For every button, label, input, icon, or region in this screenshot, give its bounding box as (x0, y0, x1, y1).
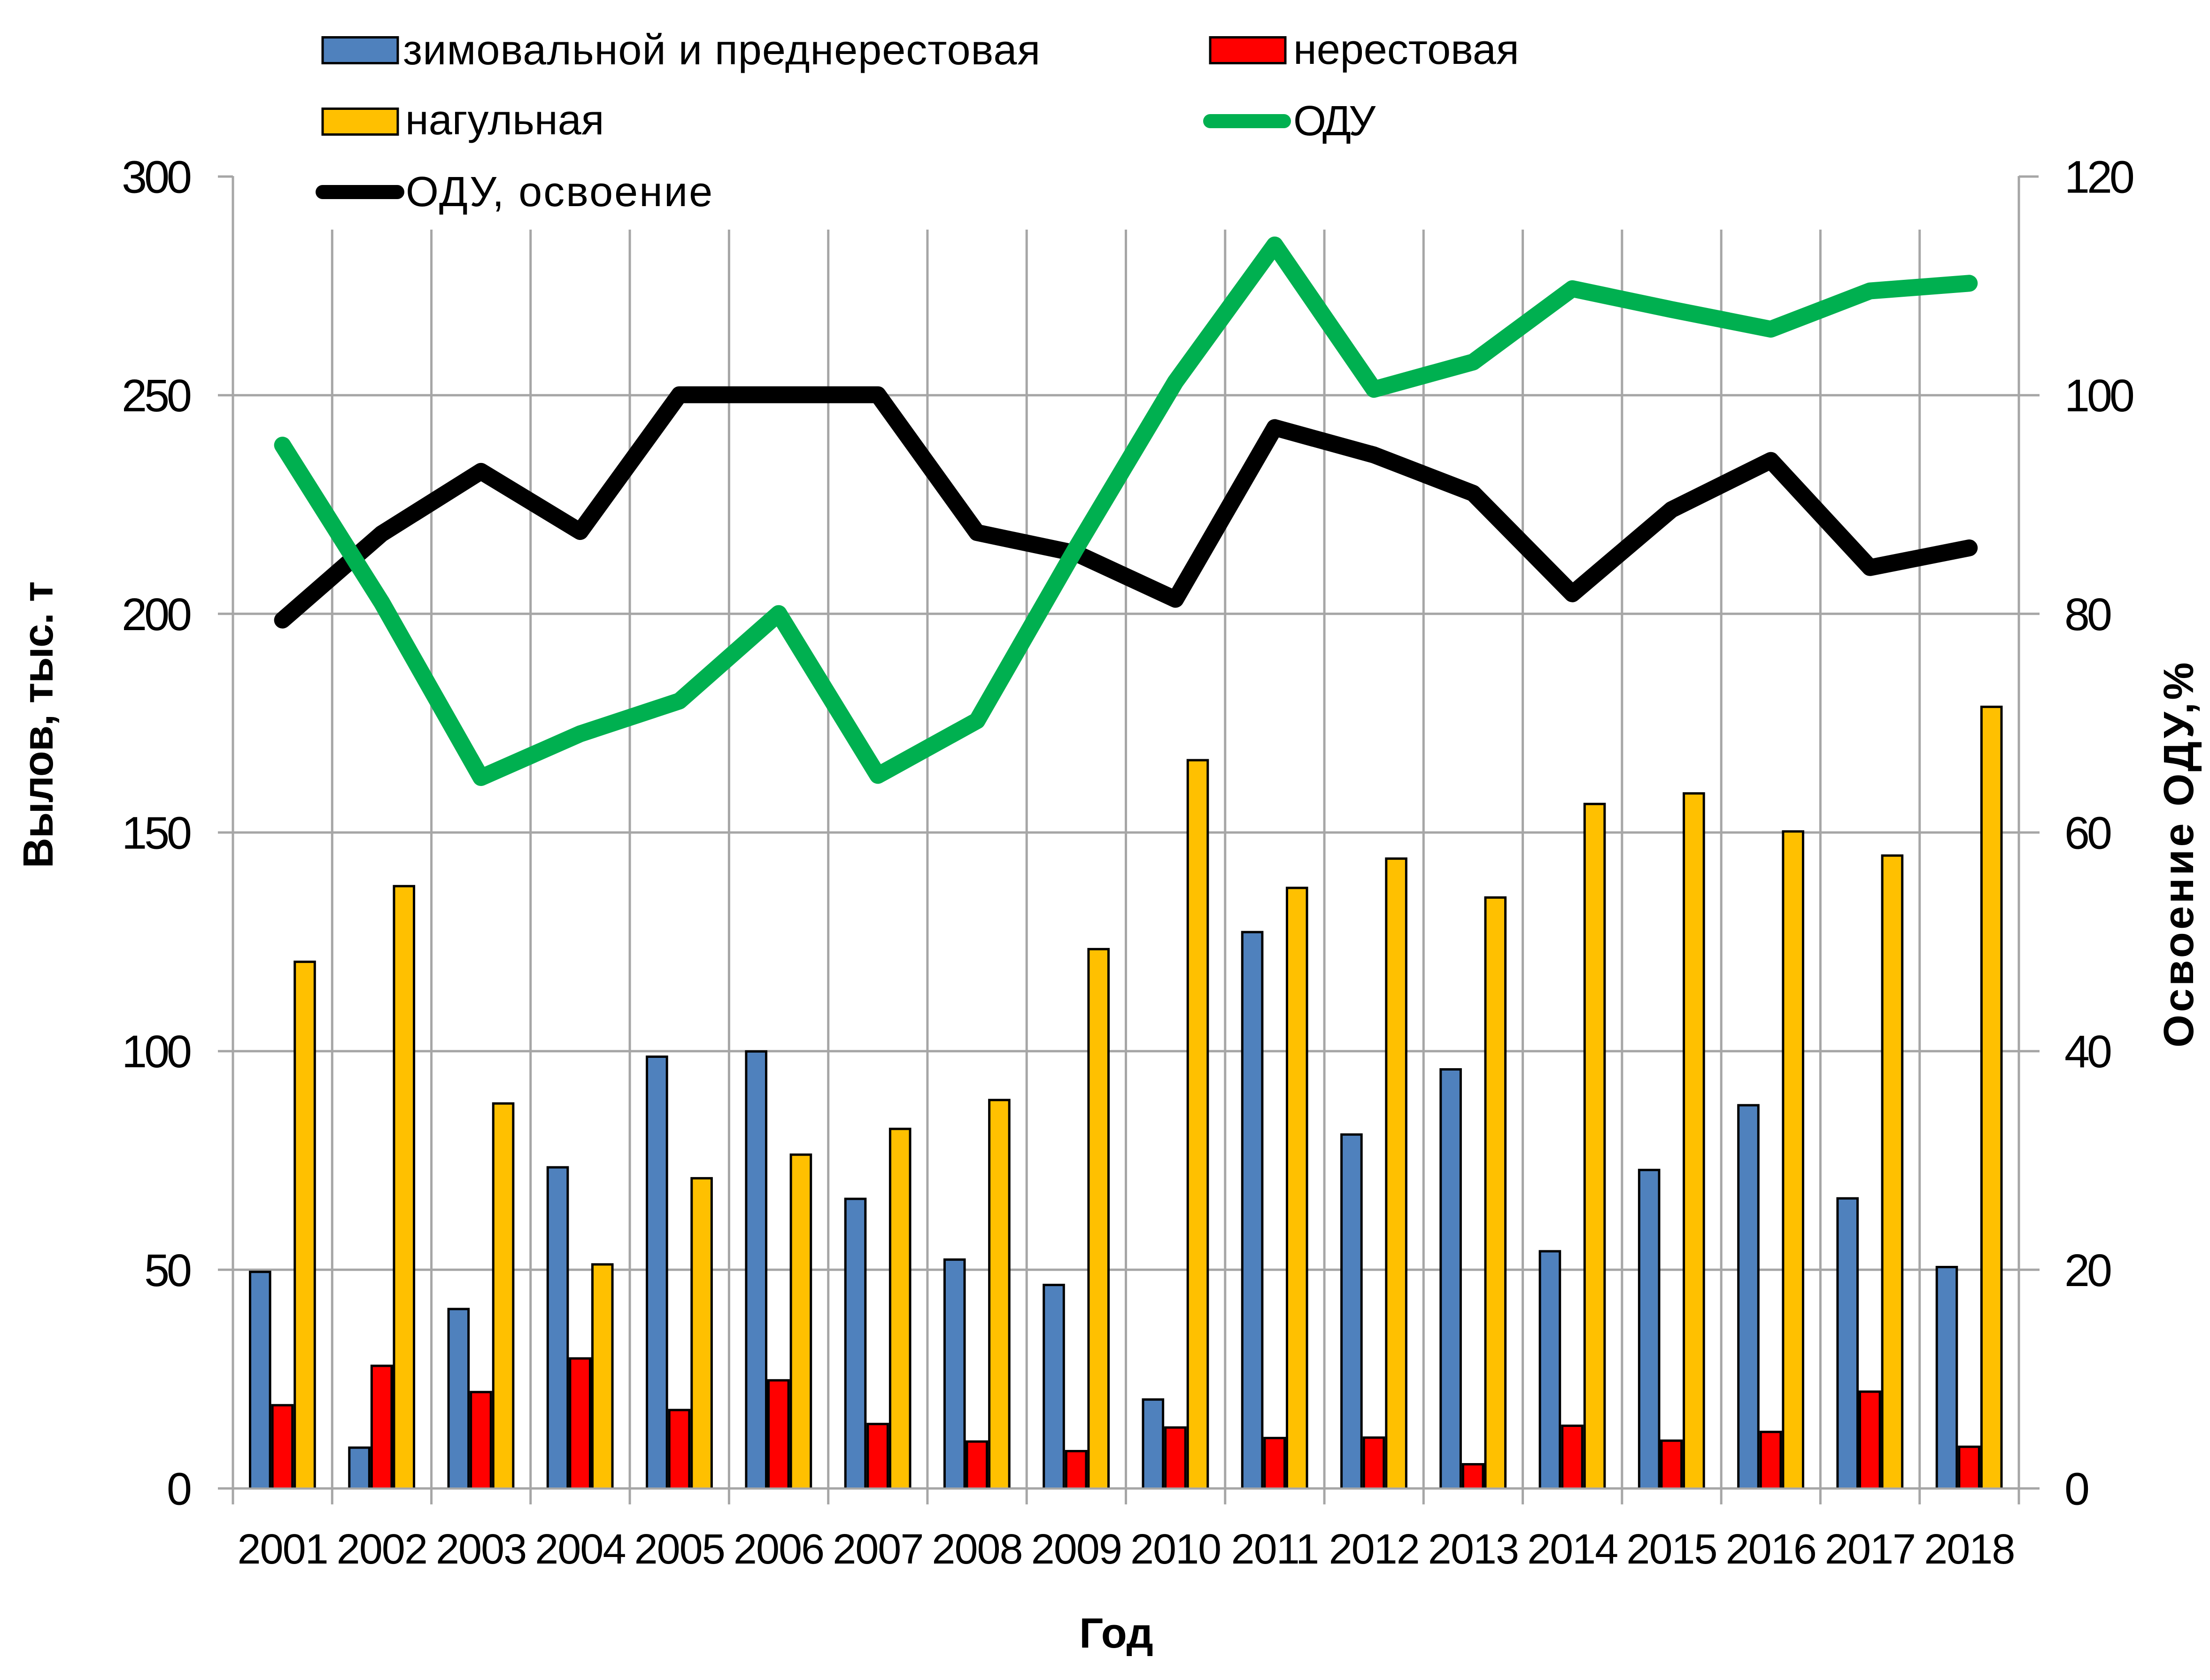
svg-text:60: 60 (2064, 808, 2111, 859)
svg-text:250: 250 (122, 370, 191, 421)
svg-text:2016: 2016 (1726, 1526, 1816, 1573)
svg-text:20: 20 (2064, 1245, 2111, 1296)
svg-text:зимовальной и преднерестовая: зимовальной и преднерестовая (403, 27, 1041, 74)
svg-text:100: 100 (2064, 370, 2133, 421)
svg-text:2009: 2009 (1031, 1526, 1121, 1573)
svg-text:2001: 2001 (237, 1526, 327, 1573)
svg-text:300: 300 (122, 152, 191, 203)
svg-text:120: 120 (2064, 152, 2133, 203)
svg-text:2004: 2004 (535, 1526, 625, 1573)
svg-text:80: 80 (2064, 589, 2111, 640)
svg-text:2010: 2010 (1130, 1526, 1221, 1573)
svg-text:150: 150 (122, 808, 191, 859)
svg-text:0: 0 (167, 1464, 191, 1515)
svg-text:2018: 2018 (1924, 1526, 2014, 1573)
svg-text:200: 200 (122, 589, 191, 640)
svg-text:2015: 2015 (1626, 1526, 1716, 1573)
svg-text:2002: 2002 (337, 1526, 427, 1573)
svg-text:2017: 2017 (1825, 1526, 1915, 1573)
svg-text:ОДУ: ОДУ (1293, 98, 1376, 145)
svg-text:Освоение ОДУ,%: Освоение ОДУ,% (2156, 660, 2202, 1048)
svg-text:2003: 2003 (436, 1526, 526, 1573)
svg-text:2012: 2012 (1329, 1526, 1419, 1573)
svg-text:2006: 2006 (734, 1526, 824, 1573)
svg-text:2007: 2007 (833, 1526, 923, 1573)
svg-text:2014: 2014 (1527, 1526, 1617, 1573)
svg-text:2005: 2005 (634, 1526, 725, 1573)
svg-text:2013: 2013 (1428, 1526, 1518, 1573)
svg-text:Год: Год (1079, 1610, 1153, 1657)
svg-text:2011: 2011 (1231, 1526, 1319, 1573)
svg-text:100: 100 (122, 1026, 191, 1077)
svg-text:2008: 2008 (932, 1526, 1022, 1573)
svg-text:нагульная: нагульная (405, 97, 604, 144)
svg-text:50: 50 (144, 1245, 191, 1296)
svg-text:40: 40 (2064, 1026, 2111, 1077)
svg-text:нерестовая: нерестовая (1293, 26, 1519, 73)
svg-text:0: 0 (2064, 1464, 2088, 1515)
svg-text:Вылов, тыс. т: Вылов, тыс. т (15, 582, 62, 868)
svg-text:ОДУ, освоение: ОДУ, освоение (406, 169, 714, 216)
